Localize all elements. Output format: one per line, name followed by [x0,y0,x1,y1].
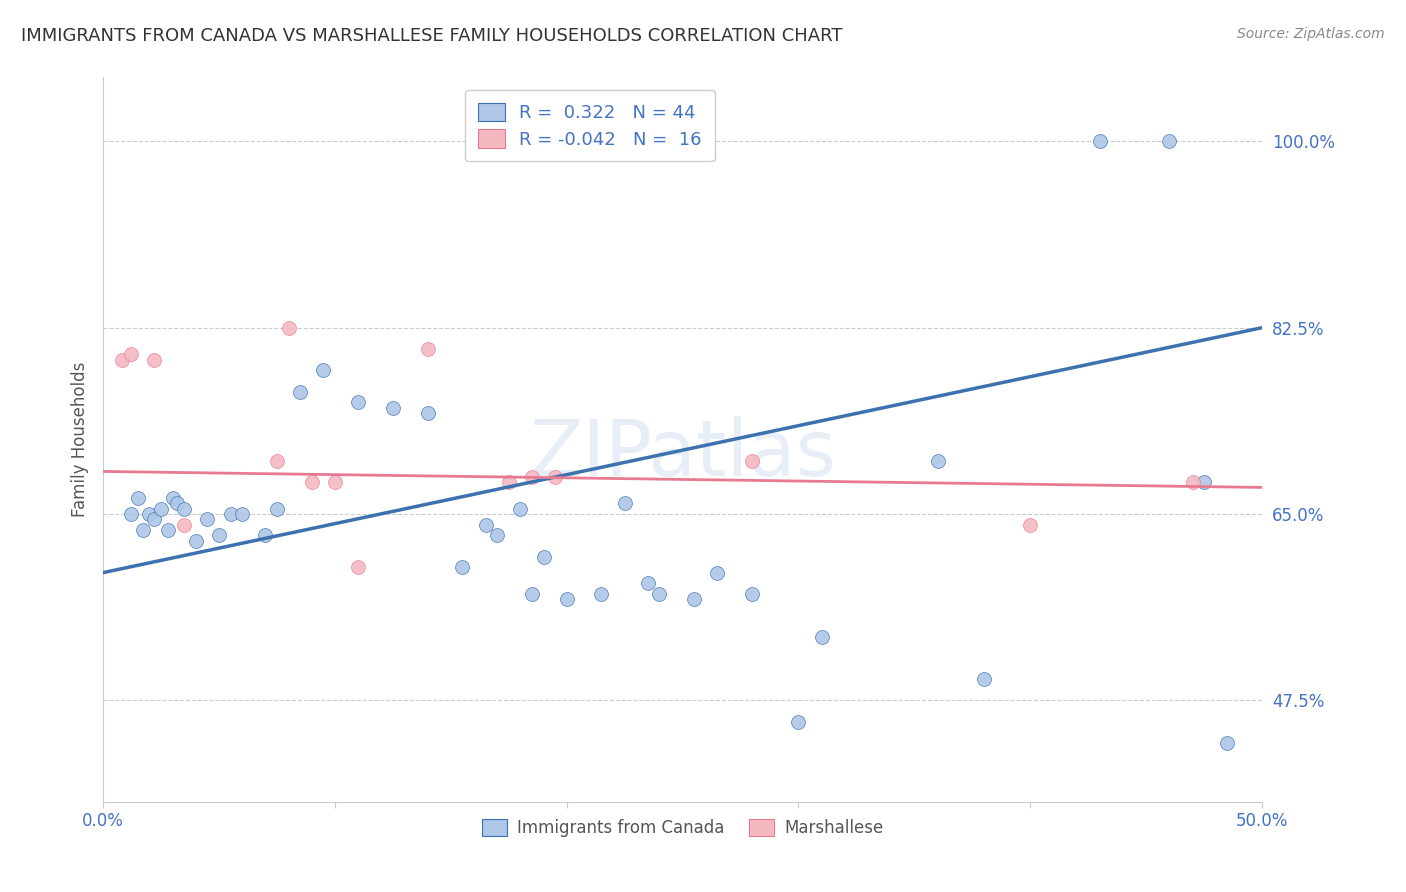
Point [323,475,346,489]
Point [162,491,184,505]
Point [555,592,578,607]
Point [266,501,288,516]
Point [1019,517,1042,532]
Point [131,523,153,537]
Point [741,454,763,468]
Point [120,507,142,521]
Point [683,592,706,607]
Point [138,507,160,521]
Point [219,507,242,521]
Point [927,454,949,468]
Point [533,549,555,564]
Point [520,587,543,601]
Point [544,470,567,484]
Point [277,320,299,334]
Point [381,401,404,415]
Point [520,470,543,484]
Point [810,630,832,644]
Point [254,528,277,542]
Point [486,528,509,542]
Point [266,454,288,468]
Point [301,475,323,489]
Point [173,501,195,516]
Point [111,352,134,367]
Point [474,517,496,532]
Text: IMMIGRANTS FROM CANADA VS MARSHALLESE FAMILY HOUSEHOLDS CORRELATION CHART: IMMIGRANTS FROM CANADA VS MARSHALLESE FA… [21,27,842,45]
Point [312,363,335,377]
Point [127,491,149,505]
Point [157,523,180,537]
Point [173,517,195,532]
Point [613,496,636,510]
Text: Source: ZipAtlas.com: Source: ZipAtlas.com [1237,27,1385,41]
Y-axis label: Family Households: Family Households [72,362,89,517]
Point [231,507,253,521]
Point [416,342,439,356]
Point [166,496,188,510]
Point [1159,134,1181,148]
Point [120,347,142,361]
Point [197,512,219,526]
Point [347,395,370,409]
Point [451,560,474,574]
Point [973,672,995,686]
Point [1216,736,1239,750]
Point [787,714,810,729]
Point [591,587,613,601]
Point [706,566,728,580]
Point [288,384,311,399]
Point [184,533,207,548]
Point [208,528,231,542]
Point [509,501,531,516]
Point [741,587,763,601]
Point [150,501,173,516]
Point [648,587,671,601]
Point [416,406,439,420]
Point [1088,134,1111,148]
Point [143,512,166,526]
Legend: Immigrants from Canada, Marshallese: Immigrants from Canada, Marshallese [475,813,890,844]
Point [1181,475,1204,489]
Point [637,576,659,591]
Point [347,560,370,574]
Point [498,475,520,489]
Text: ZIPatlas: ZIPatlas [529,416,837,492]
Point [143,352,166,367]
Point [1192,475,1215,489]
